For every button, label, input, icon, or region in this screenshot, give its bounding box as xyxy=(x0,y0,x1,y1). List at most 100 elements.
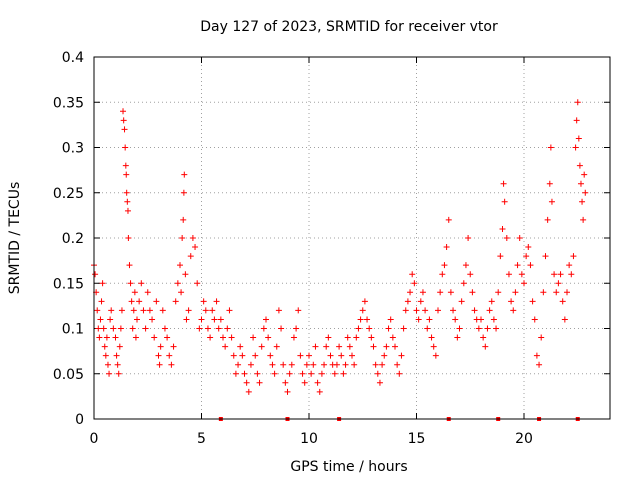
data-point xyxy=(172,298,179,305)
data-point xyxy=(140,307,147,314)
data-point xyxy=(376,379,383,386)
data-point xyxy=(161,325,168,332)
data-point xyxy=(217,316,224,323)
data-point xyxy=(182,271,189,278)
data-point xyxy=(325,334,332,341)
x-tick-label: 20 xyxy=(515,431,533,447)
data-point xyxy=(424,325,431,332)
data-point xyxy=(497,253,504,260)
data-point xyxy=(209,307,216,314)
data-point xyxy=(115,370,122,377)
data-point xyxy=(576,162,583,169)
data-point xyxy=(254,370,261,377)
data-point xyxy=(582,189,589,196)
data-point xyxy=(568,271,575,278)
data-point xyxy=(338,352,345,359)
data-point xyxy=(518,271,525,278)
data-point xyxy=(92,271,99,278)
data-point xyxy=(303,361,310,368)
data-point xyxy=(252,352,259,359)
data-point xyxy=(580,216,587,223)
x-tick-label: 15 xyxy=(408,431,426,447)
data-point xyxy=(260,325,267,332)
data-point xyxy=(100,325,107,332)
data-point xyxy=(247,361,254,368)
data-point xyxy=(138,280,145,287)
data-point xyxy=(124,198,131,205)
data-point xyxy=(557,271,564,278)
data-point xyxy=(501,198,508,205)
data-point xyxy=(106,370,113,377)
data-point xyxy=(116,343,123,350)
data-point xyxy=(312,343,319,350)
data-point xyxy=(340,370,347,377)
data-point xyxy=(103,334,110,341)
data-point xyxy=(490,316,497,323)
data-point xyxy=(435,307,441,314)
data-point xyxy=(488,298,495,305)
data-point xyxy=(120,108,127,115)
data-point xyxy=(533,352,540,359)
data-point xyxy=(327,352,334,359)
data-point xyxy=(432,352,439,359)
data-point xyxy=(346,343,353,350)
data-point xyxy=(452,316,459,323)
data-point xyxy=(131,289,138,296)
data-point xyxy=(527,262,534,269)
data-point xyxy=(110,325,117,332)
data-point xyxy=(177,262,183,269)
data-point xyxy=(121,126,128,133)
data-point xyxy=(579,198,586,205)
x-tick-label: 10 xyxy=(300,431,318,447)
data-point xyxy=(97,316,104,323)
data-point xyxy=(398,352,405,359)
y-tick-label: 0.2 xyxy=(62,231,84,247)
data-point xyxy=(237,343,244,350)
data-point xyxy=(164,334,171,341)
data-point xyxy=(366,325,373,332)
data-point xyxy=(529,298,536,305)
data-point xyxy=(144,289,151,296)
data-point xyxy=(417,298,424,305)
data-point xyxy=(349,352,355,359)
y-tick-label: 0.3 xyxy=(62,141,84,157)
data-point xyxy=(323,343,330,350)
data-point xyxy=(525,244,532,251)
data-point xyxy=(243,379,250,386)
data-point xyxy=(211,316,218,323)
data-point xyxy=(465,235,472,241)
data-point xyxy=(536,361,543,368)
data-point xyxy=(493,325,500,332)
data-point xyxy=(187,253,194,260)
data-point xyxy=(149,316,156,323)
data-point xyxy=(284,388,291,395)
data-point xyxy=(469,289,476,296)
y-tick-label: 0.25 xyxy=(53,186,84,202)
data-point xyxy=(500,180,507,187)
data-point xyxy=(215,325,222,332)
data-point xyxy=(553,289,560,296)
data-point xyxy=(129,325,136,332)
data-point xyxy=(370,343,377,350)
data-point xyxy=(561,316,568,323)
data-point xyxy=(385,325,392,332)
data-point xyxy=(499,225,506,232)
data-point xyxy=(372,361,379,368)
data-point xyxy=(245,388,252,395)
data-point xyxy=(351,361,358,368)
data-point xyxy=(220,334,226,341)
data-point xyxy=(308,370,315,377)
data-point xyxy=(521,280,527,287)
axes: 0 0.05 0.1 0.15 0.2 0.25 0.3 0.35 0.4 0 5 10 15 20 xyxy=(53,50,610,447)
data-point xyxy=(269,361,276,368)
data-point xyxy=(278,325,285,332)
data-point xyxy=(198,316,205,323)
y-tick-label: 0.05 xyxy=(53,367,84,383)
data-point xyxy=(514,262,521,269)
data-point xyxy=(183,316,190,323)
data-point xyxy=(239,352,246,359)
data-point xyxy=(230,352,237,359)
data-point xyxy=(222,343,229,350)
data-point xyxy=(194,280,201,287)
